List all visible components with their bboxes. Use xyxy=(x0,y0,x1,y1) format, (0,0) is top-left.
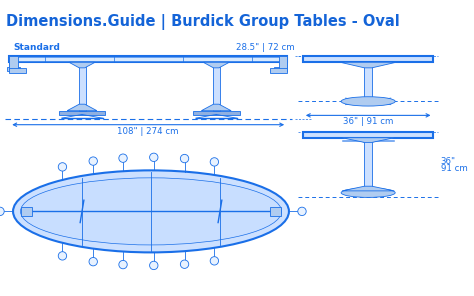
FancyBboxPatch shape xyxy=(9,56,287,62)
FancyBboxPatch shape xyxy=(213,62,220,111)
FancyBboxPatch shape xyxy=(274,67,287,71)
Circle shape xyxy=(180,260,189,268)
Ellipse shape xyxy=(341,97,395,106)
Polygon shape xyxy=(203,62,229,68)
Text: Dimensions.Guide | Burdick Group Tables - Oval: Dimensions.Guide | Burdick Group Tables … xyxy=(6,14,399,30)
Polygon shape xyxy=(342,138,394,142)
FancyBboxPatch shape xyxy=(279,56,287,69)
Ellipse shape xyxy=(341,188,395,197)
Circle shape xyxy=(150,261,158,270)
FancyBboxPatch shape xyxy=(193,111,239,115)
FancyBboxPatch shape xyxy=(303,56,433,62)
FancyBboxPatch shape xyxy=(270,207,282,216)
FancyBboxPatch shape xyxy=(9,68,26,73)
Circle shape xyxy=(150,153,158,162)
FancyBboxPatch shape xyxy=(270,68,287,73)
Circle shape xyxy=(119,260,127,269)
Text: 91 cm: 91 cm xyxy=(441,164,468,173)
Circle shape xyxy=(210,257,219,265)
FancyBboxPatch shape xyxy=(303,132,433,138)
FancyBboxPatch shape xyxy=(79,62,86,111)
Text: 36" | 91 cm: 36" | 91 cm xyxy=(343,117,393,126)
FancyBboxPatch shape xyxy=(7,67,19,71)
FancyBboxPatch shape xyxy=(11,57,285,61)
Circle shape xyxy=(58,252,67,260)
FancyBboxPatch shape xyxy=(59,111,105,115)
Circle shape xyxy=(119,154,127,163)
Polygon shape xyxy=(69,62,95,68)
Polygon shape xyxy=(340,62,396,68)
Ellipse shape xyxy=(20,178,282,245)
Circle shape xyxy=(58,163,67,171)
Circle shape xyxy=(89,157,97,165)
FancyBboxPatch shape xyxy=(365,62,372,102)
FancyBboxPatch shape xyxy=(9,56,17,68)
FancyBboxPatch shape xyxy=(280,56,287,68)
Circle shape xyxy=(210,158,219,166)
Polygon shape xyxy=(201,104,231,111)
Circle shape xyxy=(89,258,97,266)
Text: 36": 36" xyxy=(441,157,456,166)
Circle shape xyxy=(298,207,306,215)
Text: Standard: Standard xyxy=(13,43,60,52)
Ellipse shape xyxy=(13,170,289,252)
FancyBboxPatch shape xyxy=(20,207,32,216)
Circle shape xyxy=(180,154,189,163)
FancyBboxPatch shape xyxy=(365,138,372,191)
Polygon shape xyxy=(67,104,97,111)
Text: 108" | 274 cm: 108" | 274 cm xyxy=(118,127,179,136)
Text: 28.5" | 72 cm: 28.5" | 72 cm xyxy=(236,43,294,52)
FancyBboxPatch shape xyxy=(9,56,18,69)
Polygon shape xyxy=(342,186,394,191)
Circle shape xyxy=(0,207,4,215)
